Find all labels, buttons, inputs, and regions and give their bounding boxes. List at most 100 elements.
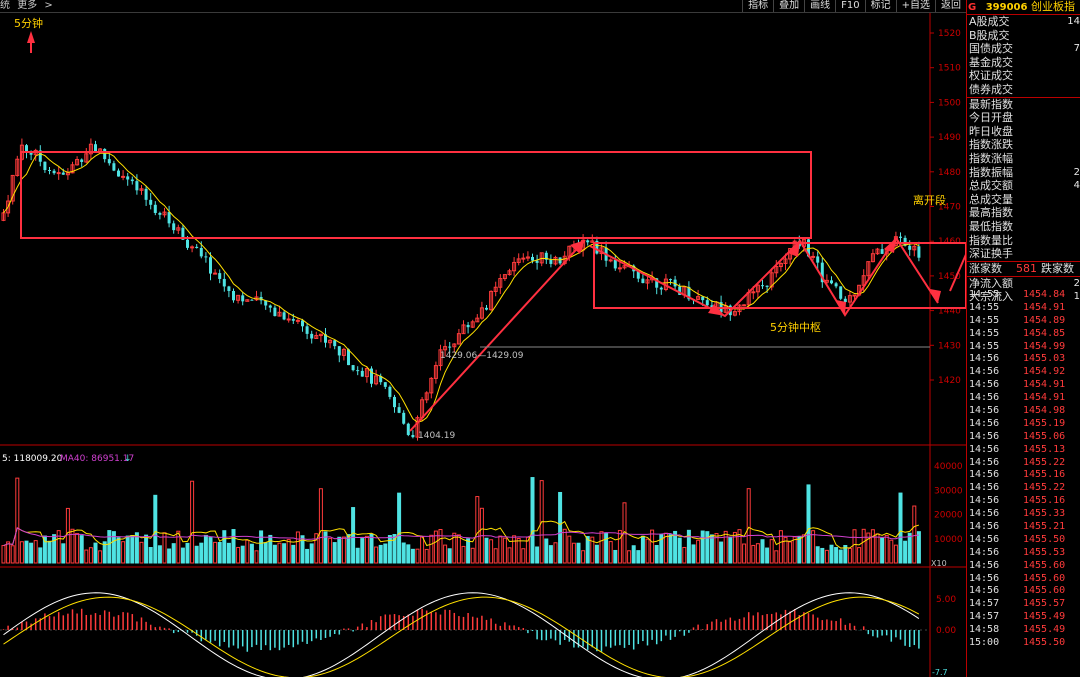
trade-time: 14:56 — [969, 353, 1000, 365]
low-label: 1404.19 — [418, 431, 455, 441]
trade-row: 14:56 1455.19 — [967, 418, 1080, 431]
candle-body — [705, 300, 709, 306]
trade-price: 1454.89 — [1023, 314, 1066, 326]
candle-body — [586, 240, 590, 243]
market-label: 权证成交 — [969, 69, 1013, 83]
volume-bar — [502, 537, 507, 564]
chevron-right-icon[interactable]: > — [44, 0, 53, 11]
volume-bar — [282, 543, 287, 564]
level-label: 1429.06—1429.09 — [440, 351, 524, 361]
trade-price: 1455.06 — [1023, 430, 1066, 442]
candle-body — [549, 259, 553, 264]
trade-row: 14:55 1454.89 — [967, 315, 1080, 328]
volume-bar — [811, 530, 816, 564]
volume-bar — [1, 545, 6, 564]
kline-chart[interactable]: 1520151015001490148014701460145014401430… — [0, 13, 966, 677]
volume-bar — [420, 536, 425, 564]
candle-body — [669, 279, 672, 281]
trade-row: 14:56 1455.16 — [967, 495, 1080, 508]
volume-bar — [742, 543, 747, 564]
candle-body — [209, 257, 212, 274]
volume-bar — [38, 547, 43, 564]
trade-price: 1455.03 — [1023, 353, 1066, 365]
trade-price: 1455.22 — [1023, 456, 1066, 468]
volume-bar — [305, 548, 310, 564]
candle-body — [448, 346, 452, 348]
candle-body — [84, 153, 89, 163]
f10-button[interactable]: F10 — [835, 0, 864, 12]
candle-body — [103, 148, 107, 160]
arrowhead-down1 — [708, 304, 725, 316]
candle-body — [903, 237, 907, 246]
trade-time: 14:56 — [969, 469, 1000, 481]
candle-body — [314, 335, 319, 339]
back-button[interactable]: 返回 — [935, 0, 966, 12]
candle-body — [899, 236, 902, 238]
volume-series — [1, 477, 921, 564]
quote-panel: G 399006 创业板指 A股成交 14 B股成交 国债成交 7 基金成交 权证成交 债券成… — [966, 0, 1080, 677]
menu-more[interactable]: 更多 — [17, 0, 38, 11]
volume-bar — [167, 548, 172, 564]
trade-row: 14:56 1455.22 — [967, 482, 1080, 495]
arrowhead-up3 — [884, 238, 896, 253]
volume-bar — [84, 549, 89, 564]
mark-button[interactable]: 标记 — [864, 0, 896, 12]
candle-body — [742, 304, 747, 307]
candle-body — [158, 212, 162, 215]
trade-price: 1454.84 — [1023, 289, 1066, 300]
candle-body — [374, 375, 379, 385]
candle-body — [811, 255, 816, 258]
add-watchlist-button[interactable]: +自选 — [895, 0, 935, 12]
volume-bar — [125, 535, 130, 564]
index-name: 创业板指 — [1030, 0, 1075, 13]
candle-body — [277, 311, 282, 317]
volume-bar — [700, 530, 705, 564]
candle-body — [282, 312, 286, 320]
candle-body — [701, 296, 705, 301]
trade-time: 15:00 — [969, 637, 1000, 649]
candle-body — [218, 273, 222, 279]
volume-bar — [245, 539, 250, 564]
trade-price: 1454.92 — [1023, 366, 1066, 378]
candle-body — [678, 286, 682, 295]
arrowhead-down2 — [836, 300, 846, 315]
candle-body — [328, 339, 333, 344]
candle-body — [461, 324, 466, 335]
candle-body — [199, 247, 203, 257]
stat-value: 2 — [1073, 166, 1080, 178]
candle-body — [236, 294, 241, 301]
menu-system[interactable]: 统 — [0, 0, 10, 11]
volume-bar — [893, 544, 898, 564]
candle-body — [655, 278, 659, 288]
overlay-button[interactable]: 叠加 — [773, 0, 804, 12]
price-tick-label: 1450 — [938, 272, 961, 282]
indicator-button[interactable]: 指标 — [742, 0, 773, 12]
trade-price: 1454.91 — [1023, 379, 1066, 391]
trade-time: 14:56 — [969, 508, 1000, 520]
stat-row: 最高指数 — [967, 206, 1080, 220]
fall-label: 跌家数 — [1041, 261, 1074, 275]
volume-bar — [226, 542, 231, 564]
volume-bar — [387, 535, 392, 564]
trade-time: 14:56 — [969, 366, 1000, 378]
volume-bar — [866, 532, 871, 564]
trade-list[interactable]: 14:55 1454.84 14:55 1454.91 14:55 1454.89 14:5… — [967, 289, 1080, 650]
candle-body — [162, 211, 167, 216]
draw-line-button[interactable]: 画线 — [804, 0, 835, 12]
volume-bar — [590, 536, 595, 564]
trade-row: 14:56 1455.22 — [967, 457, 1080, 470]
volume-bar — [719, 541, 724, 564]
stat-label: 指数涨幅 — [969, 151, 1013, 165]
market-row: A股成交 14 — [967, 15, 1080, 29]
volume-bar — [829, 544, 834, 564]
volume-bar — [309, 543, 314, 564]
volume-bar — [314, 533, 319, 564]
candle-body — [830, 280, 833, 284]
volume-bar — [429, 534, 434, 564]
trade-price: 1455.49 — [1023, 624, 1066, 636]
volume-bar — [93, 542, 98, 564]
volume-bar — [185, 542, 190, 564]
timeframe-label: 5分钟 — [14, 16, 43, 30]
candle-body — [544, 252, 548, 260]
candle-body — [834, 283, 838, 287]
